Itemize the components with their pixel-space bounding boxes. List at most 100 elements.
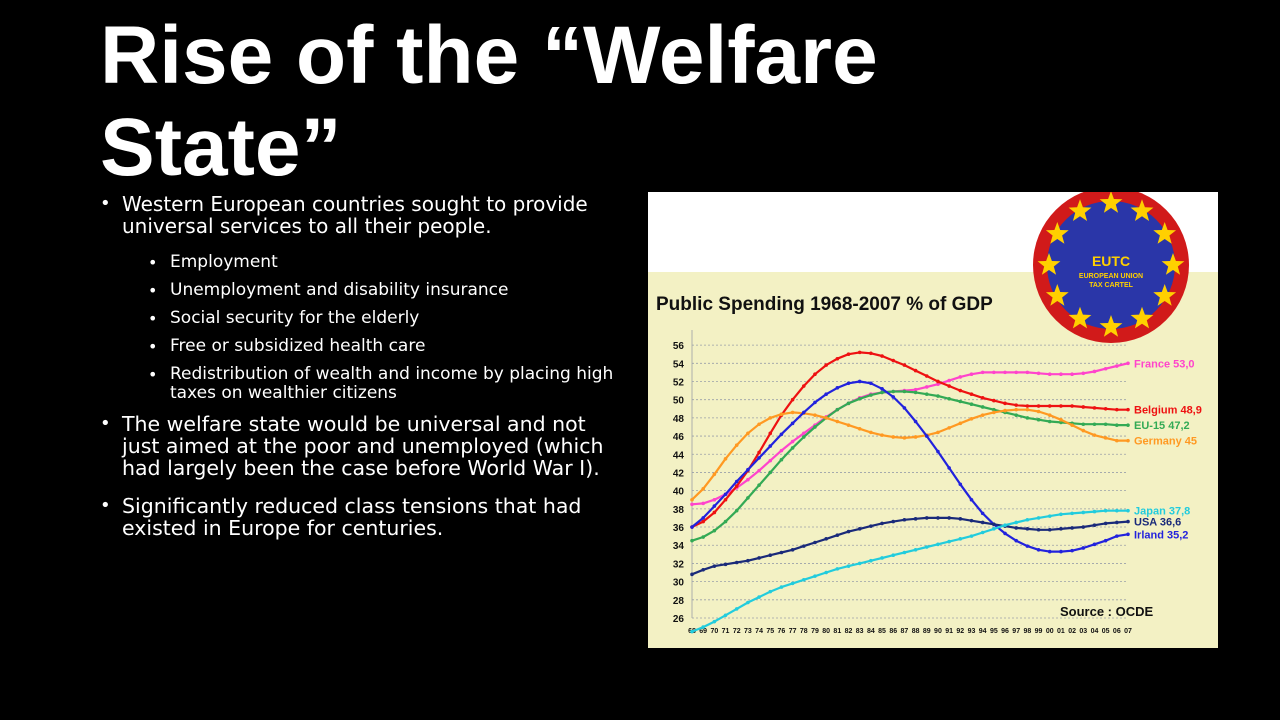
data-point (1103, 422, 1108, 427)
data-point (1126, 361, 1130, 366)
data-point (924, 545, 929, 549)
data-point (768, 553, 773, 558)
x-tick-label: 71 (722, 628, 730, 635)
data-point (701, 516, 705, 520)
data-point (1070, 548, 1074, 553)
logo-star (1153, 222, 1177, 244)
data-point (690, 502, 694, 507)
data-point (980, 413, 985, 417)
data-point (723, 519, 728, 524)
data-point (712, 510, 717, 515)
data-point (701, 625, 705, 629)
logo-star (1037, 253, 1061, 275)
logo-star (1153, 284, 1177, 306)
logo-star (1099, 315, 1123, 337)
data-point (757, 595, 761, 599)
data-point (1003, 531, 1007, 536)
data-point (1126, 423, 1130, 427)
data-point (779, 448, 784, 453)
y-tick-label: 40 (673, 487, 685, 498)
data-point (824, 537, 828, 541)
y-tick-label: 26 (673, 614, 685, 625)
data-point (947, 466, 951, 470)
data-point (746, 431, 750, 436)
data-point (1059, 512, 1063, 517)
data-point (980, 370, 985, 375)
data-point (947, 516, 951, 520)
data-point (969, 372, 974, 377)
sub-bullet-item: Social security for the elderly (148, 309, 620, 329)
data-point (936, 394, 940, 398)
data-point (1014, 413, 1019, 417)
data-point (958, 537, 963, 541)
data-point (790, 397, 795, 402)
data-point (1014, 403, 1019, 407)
data-point (835, 356, 840, 361)
data-point (980, 396, 985, 400)
data-point (1003, 370, 1007, 375)
data-point (1103, 521, 1108, 526)
data-point (1081, 525, 1086, 529)
y-tick-label: 46 (673, 432, 685, 443)
data-point (1092, 369, 1097, 374)
data-point (980, 511, 985, 516)
data-point (723, 492, 728, 497)
data-point (1059, 372, 1063, 377)
logo-star (1130, 306, 1154, 329)
data-point (913, 387, 918, 392)
y-tick-label: 42 (673, 468, 685, 479)
data-point (690, 572, 694, 577)
data-point (1092, 422, 1097, 427)
data-point (869, 351, 873, 356)
data-point (913, 368, 918, 373)
data-point (824, 570, 828, 575)
data-point (992, 407, 996, 412)
data-point (1025, 407, 1030, 412)
data-point (1059, 549, 1063, 554)
data-point (980, 520, 985, 525)
data-point (1126, 519, 1130, 524)
data-point (1036, 371, 1041, 376)
data-point (992, 370, 996, 375)
data-point (790, 439, 795, 444)
data-point (857, 379, 862, 384)
data-point (768, 444, 773, 448)
data-point (936, 382, 940, 387)
data-point (958, 517, 963, 521)
x-tick-label: 70 (710, 628, 718, 635)
data-point (790, 410, 795, 415)
x-tick-label: 93 (968, 628, 976, 635)
series-end-label: France 53,0 (1134, 358, 1195, 370)
data-point (723, 613, 728, 618)
data-point (1014, 538, 1019, 543)
data-point (801, 577, 806, 582)
series-end-label: USA 36,6 (1134, 517, 1181, 529)
x-tick-label: 87 (901, 628, 909, 635)
data-point (1070, 511, 1074, 516)
data-point (824, 392, 828, 397)
data-point (1047, 527, 1052, 532)
data-point (1025, 544, 1030, 548)
data-point (690, 538, 694, 543)
data-point (1047, 372, 1052, 377)
eutc-logo: EUTC EUROPEAN UNION TAX CARTEL (1033, 192, 1189, 343)
x-tick-label: 83 (856, 628, 864, 635)
data-point (1059, 420, 1063, 425)
bullet-item: Western European countries sought to pro… (100, 193, 620, 237)
data-point (801, 435, 806, 439)
series-end-label: Japan 37,8 (1134, 506, 1190, 518)
data-point (768, 458, 773, 463)
x-tick-label: 01 (1057, 628, 1065, 635)
data-point (891, 389, 896, 394)
data-point (924, 516, 929, 520)
data-point (757, 468, 761, 473)
logo-text-panel (1061, 247, 1161, 291)
y-tick-label: 52 (673, 377, 685, 388)
data-point (813, 413, 817, 417)
data-point (1059, 404, 1063, 408)
data-point (913, 547, 918, 552)
data-point (969, 402, 974, 407)
data-point (857, 350, 862, 355)
data-point (936, 430, 940, 435)
data-point (1126, 438, 1130, 443)
